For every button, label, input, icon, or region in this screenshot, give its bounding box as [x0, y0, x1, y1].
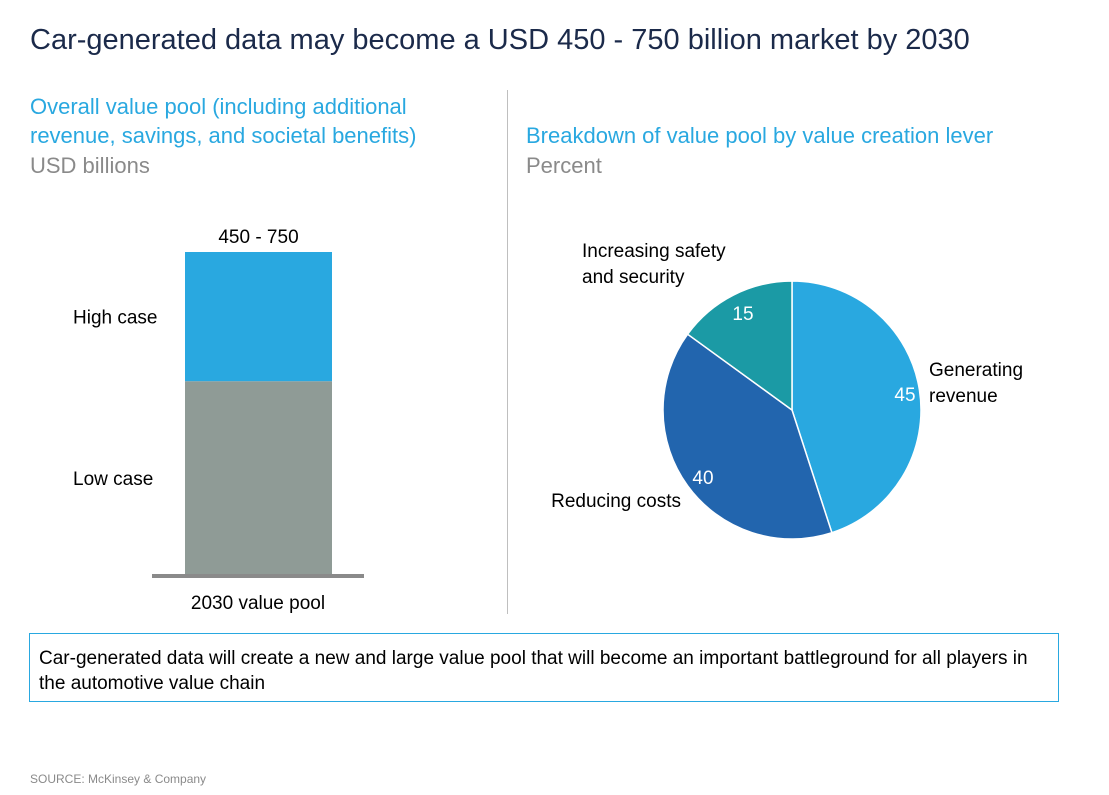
takeaway-box: Car-generated data will create a new and…: [29, 633, 1059, 702]
takeaway-text: Car-generated data will create a new and…: [39, 648, 1028, 694]
bar-series-label: Low case: [73, 469, 153, 490]
page-title: Car-generated data may become a USD 450 …: [30, 24, 970, 56]
pie-slice-label: Increasing safety and security: [582, 241, 726, 288]
pie-value-label: 15: [732, 304, 753, 325]
pie-chart: 45 Generating revenue 40 Reducing costs 15 Inc…: [551, 241, 1023, 540]
pie-slice-label: Reducing costs: [551, 491, 681, 512]
bar-segment-low-case: [185, 381, 332, 575]
panel-divider: [507, 90, 508, 614]
pie-slice-reducing-costs: [662, 333, 833, 540]
bar-category-label: 2030 value pool: [191, 593, 325, 614]
charts-canvas: Low case High case 450 - 750 2030 value poo…: [73, 227, 1023, 614]
source-note: SOURCE: McKinsey & Company: [30, 772, 207, 786]
stacked-bar-chart: Low case High case 450 - 750 2030 value poo…: [73, 227, 364, 614]
pie-value-label: 40: [692, 468, 713, 489]
pie-slice-generating-revenue: [791, 280, 922, 534]
pie-slice-label: Generating revenue: [929, 360, 1023, 407]
pie-slice-safety-security: [686, 280, 793, 412]
left-panel-title: Overall value pool (including additional…: [30, 94, 417, 148]
bar-total-label: 450 - 750: [218, 227, 298, 248]
bar-segment-high-case: [185, 252, 332, 382]
left-panel-unit: USD billions: [30, 153, 150, 178]
right-panel-unit: Percent: [526, 153, 602, 178]
right-panel-title: Breakdown of value pool by value creatio…: [526, 123, 994, 148]
pie-value-label: 45: [894, 385, 915, 406]
bar-series-label: High case: [73, 308, 158, 329]
